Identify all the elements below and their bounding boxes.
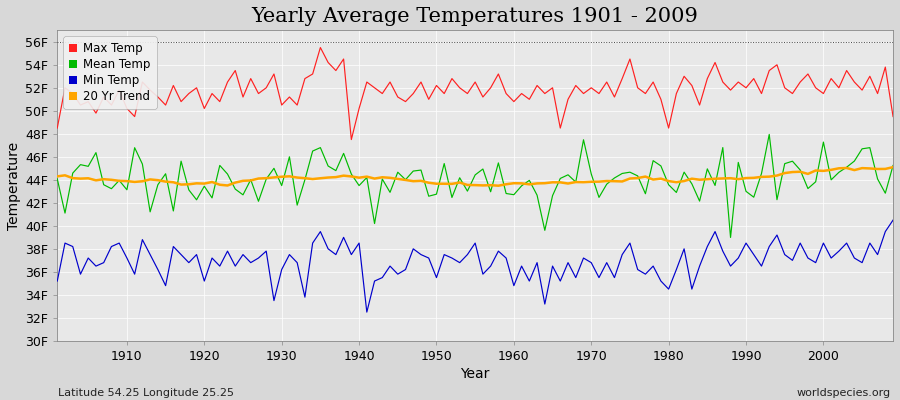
Y-axis label: Temperature: Temperature (7, 142, 21, 230)
Title: Yearly Average Temperatures 1901 - 2009: Yearly Average Temperatures 1901 - 2009 (252, 7, 698, 26)
Legend: Max Temp, Mean Temp, Min Temp, 20 Yr Trend: Max Temp, Mean Temp, Min Temp, 20 Yr Tre… (63, 36, 157, 109)
Text: worldspecies.org: worldspecies.org (796, 388, 891, 398)
Text: Latitude 54.25 Longitude 25.25: Latitude 54.25 Longitude 25.25 (58, 388, 235, 398)
X-axis label: Year: Year (461, 367, 490, 381)
